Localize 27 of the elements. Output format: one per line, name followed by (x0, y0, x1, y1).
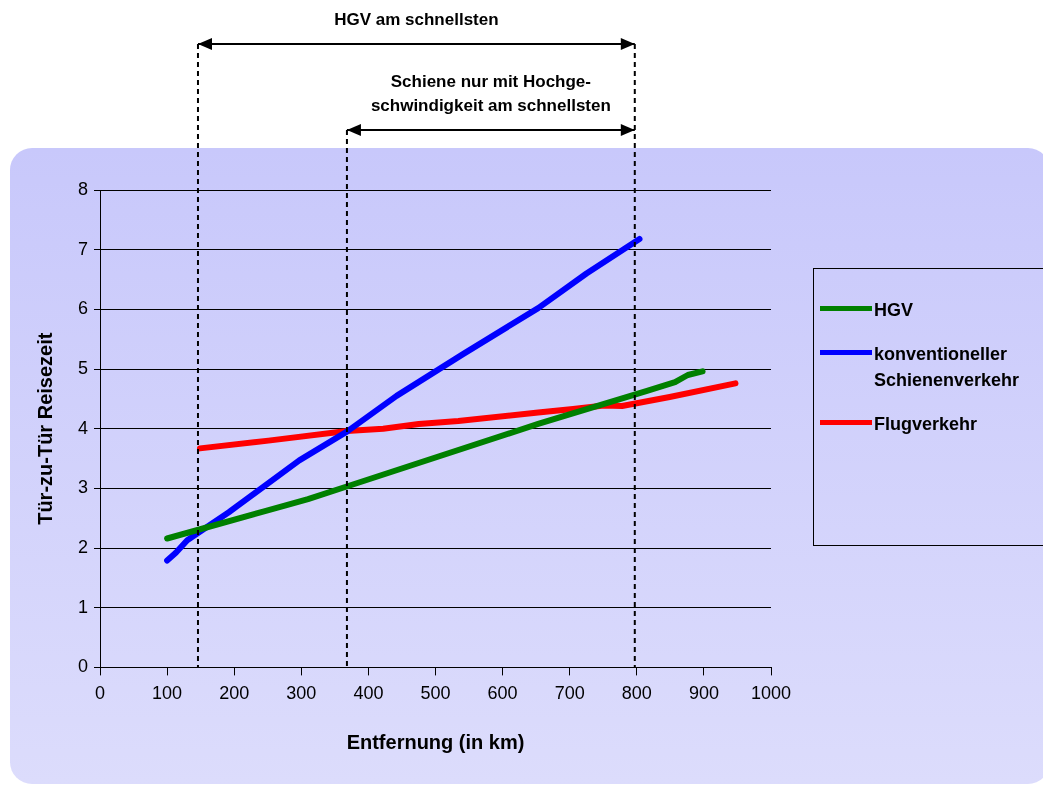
x-tick-label: 100 (152, 683, 183, 704)
x-tick-label: 400 (353, 683, 384, 704)
y-axis-title: Tür-zu-Tür Reisezeit (33, 332, 56, 525)
x-tick-label: 600 (487, 683, 518, 704)
x-tick-label: 1000 (750, 683, 792, 704)
y-tick-label: 8 (78, 178, 89, 199)
x-tick-label: 900 (688, 683, 719, 704)
x-tick-label: 700 (554, 683, 585, 704)
y-tick-label: 2 (78, 537, 89, 558)
y-tick-label: 3 (78, 477, 89, 498)
y-tick-label: 5 (78, 357, 89, 378)
x-tick-label: 200 (219, 683, 250, 704)
legend-label: Flugverkehr (874, 413, 978, 436)
y-tick-label: 6 (78, 298, 89, 319)
legend-label: HGV (874, 299, 914, 322)
y-tick-label: 7 (78, 238, 89, 259)
legend-label: konventioneller Schienenverkehr (874, 343, 1021, 392)
y-tick-label: 4 (78, 417, 89, 438)
x-tick-label: 0 (95, 683, 106, 704)
y-tick-label: 0 (78, 656, 89, 677)
text: HGV am schnellsten (334, 10, 499, 30)
x-tick-label: 300 (286, 683, 317, 704)
text: Schiene nur mit Hochge- schwindigkeit am schnellsten (370, 72, 611, 116)
y-tick-label: 1 (78, 596, 89, 617)
x-tick-label: 800 (621, 683, 652, 704)
x-tick-label: 500 (420, 683, 451, 704)
x-axis-title: Entfernung (in km) (346, 730, 525, 753)
